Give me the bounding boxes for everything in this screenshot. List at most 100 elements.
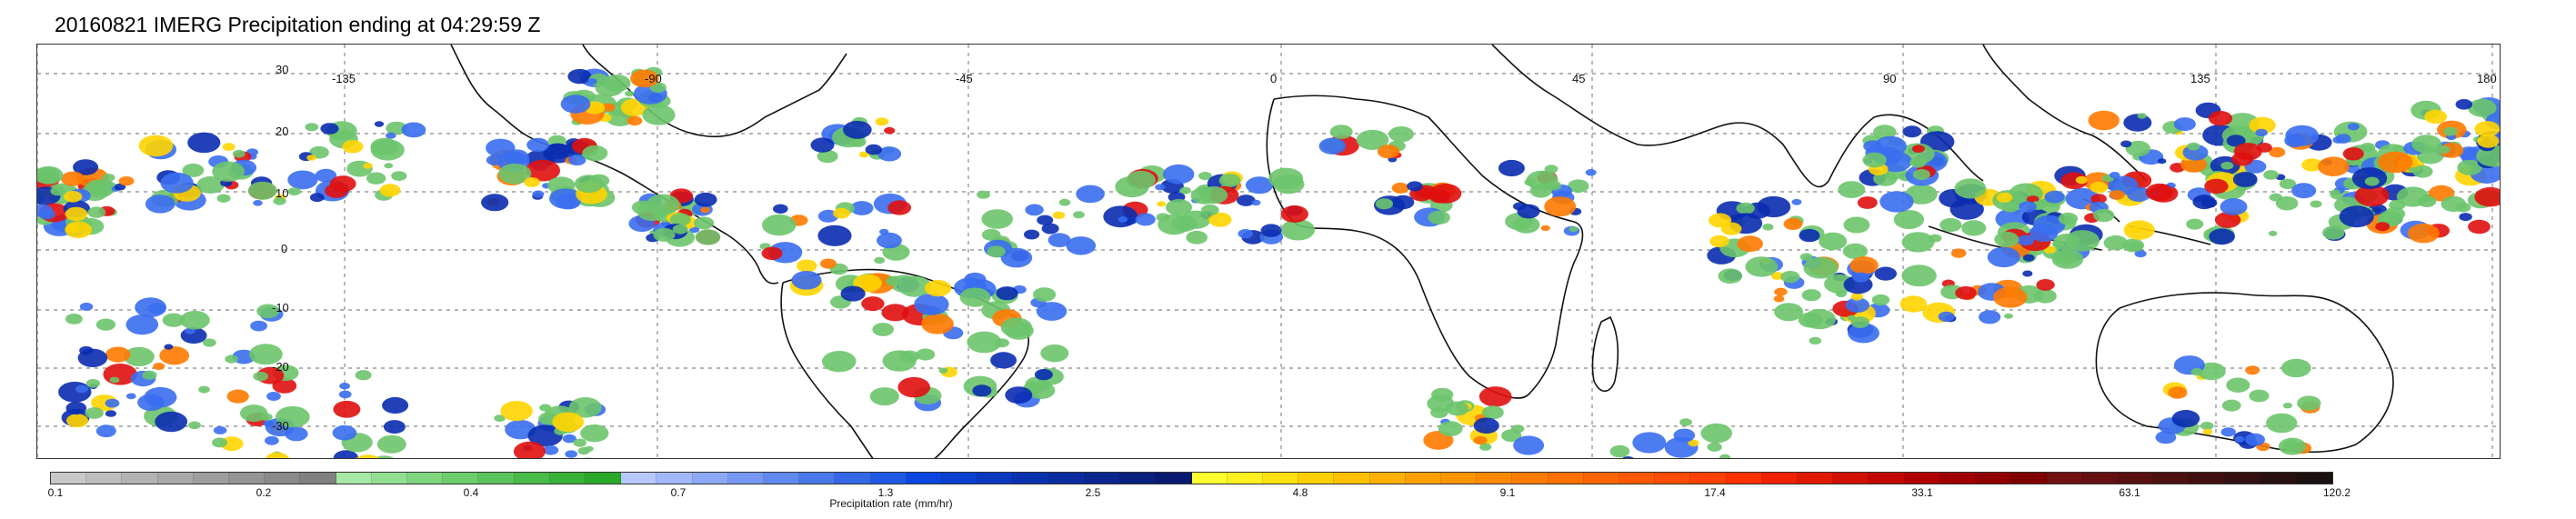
precipitation-cell	[87, 206, 106, 218]
precipitation-cell	[1513, 435, 1545, 455]
precipitation-cell	[2339, 205, 2374, 228]
precipitation-cell	[2441, 195, 2467, 212]
precipitation-cell	[810, 137, 835, 153]
precipitation-cell	[1318, 137, 1347, 155]
precipitation-cell	[356, 454, 380, 458]
precipitation-cell	[2220, 427, 2236, 437]
map-title: 20160821 IMERG Precipitation ending at 0…	[55, 13, 541, 36]
precipitation-cell	[2263, 170, 2280, 180]
colorbar-swatch	[1833, 473, 1869, 484]
precipitation-cell	[2342, 147, 2364, 161]
colorbar-swatch	[657, 473, 693, 484]
precipitation-cell	[1835, 290, 1847, 298]
precipitation-cell	[58, 381, 92, 403]
precipitation-cell	[1911, 145, 1925, 154]
colorbar-swatch	[1120, 473, 1157, 484]
precipitation-cell	[494, 414, 506, 422]
colorbar-swatch	[1548, 473, 1584, 484]
precipitation-cell	[850, 201, 874, 215]
precipitation-cell	[287, 187, 301, 196]
precipitation-cell	[1473, 417, 1499, 434]
precipitation-cell	[916, 348, 936, 361]
colorbar-swatch	[86, 473, 123, 484]
precipitation-cell	[329, 175, 356, 193]
precipitation-cell	[105, 346, 131, 363]
colorbar-swatch	[478, 473, 515, 484]
colorbar-tick-33.1: 33.1	[1911, 486, 1933, 499]
precipitation-cell	[285, 426, 308, 442]
precipitation-cell	[2330, 189, 2340, 195]
precipitation-cell	[877, 146, 902, 162]
precipitation-cell	[1163, 164, 1195, 185]
precipitation-cell	[376, 434, 406, 454]
precipitation-cell	[95, 180, 117, 195]
precipitation-cell	[38, 209, 55, 220]
precipitation-cell	[1391, 182, 1409, 194]
colorbar-swatch	[122, 473, 158, 484]
precipitation-cell	[2474, 186, 2500, 207]
precipitation-cell	[2137, 113, 2147, 119]
precipitation-cell	[2110, 172, 2120, 179]
colorbar-swatch	[1227, 473, 1263, 484]
colorbar-swatch	[1298, 473, 1335, 484]
precipitation-cell	[959, 287, 991, 307]
precipitation-cell	[2221, 399, 2241, 412]
colorbar-tick-4.8: 4.8	[1292, 486, 1308, 499]
precipitation-cell	[567, 68, 592, 85]
precipitation-cell	[2249, 116, 2276, 135]
precipitation-cell	[85, 379, 101, 388]
precipitation-cell	[265, 435, 279, 445]
precipitation-cell	[2417, 195, 2437, 208]
colorbar-swatch	[1869, 473, 1905, 484]
precipitation-cell	[1996, 192, 2013, 203]
precipitation-cell	[695, 229, 721, 245]
colorbar-swatch	[1262, 473, 1299, 484]
colorbar-swatch	[2047, 473, 2083, 484]
colorbar-swatch	[835, 473, 871, 484]
colorbar-swatch	[764, 473, 800, 484]
colorbar-swatch	[1156, 473, 1192, 484]
precipitation-cell	[1280, 219, 1316, 241]
precipitation-cell	[1052, 211, 1066, 219]
precipitation-cell	[2297, 395, 2321, 411]
precipitation-cell	[2233, 143, 2262, 161]
precipitation-cell	[865, 144, 882, 155]
precipitation-cell	[1679, 418, 1692, 426]
precipitation-cell	[1773, 295, 1785, 303]
precipitation-cell	[1407, 181, 1423, 192]
colorbar-swatch	[1084, 473, 1121, 484]
precipitation-cell	[840, 285, 866, 302]
precipitation-cell	[646, 194, 680, 215]
colorbar-swatch	[1975, 473, 2012, 484]
precipitation-cell	[75, 384, 89, 394]
colorbar-swatch	[1904, 473, 1940, 484]
precipitation-cell	[861, 296, 885, 312]
precipitation-cell	[822, 351, 857, 373]
precipitation-cell	[1186, 230, 1208, 245]
precipitation-cell	[1871, 294, 1890, 306]
precipitation-cell	[2022, 254, 2035, 262]
colorbar-swatch	[1512, 473, 1549, 484]
precipitation-cell	[924, 280, 952, 297]
precipitation-cell	[363, 163, 373, 169]
precipitation-cell	[1166, 199, 1192, 216]
precipitation-cell	[2281, 440, 2300, 452]
precipitation-cell	[527, 424, 563, 447]
precipitation-cell	[1838, 181, 1866, 199]
colorbar-swatch	[692, 473, 728, 484]
precipitation-cell	[879, 228, 889, 235]
precipitation-cell	[2474, 121, 2500, 137]
coastline-madagascar	[1591, 315, 1619, 393]
precipitation-cell	[1498, 159, 1525, 177]
precipitation-cell	[1737, 235, 1763, 253]
precipitation-cell	[2335, 134, 2351, 144]
precipitation-cell	[2052, 234, 2080, 251]
colorbar-swatch	[1477, 473, 1513, 484]
precipitation-cell	[2090, 181, 2109, 194]
precipitation-cell	[1218, 174, 1241, 187]
precipitation-cell	[1783, 217, 1803, 230]
precipitation-cell	[250, 320, 267, 332]
precipitation-cell	[1848, 323, 1879, 344]
precipitation-cell	[2220, 161, 2234, 170]
precipitation-cell	[653, 227, 676, 242]
